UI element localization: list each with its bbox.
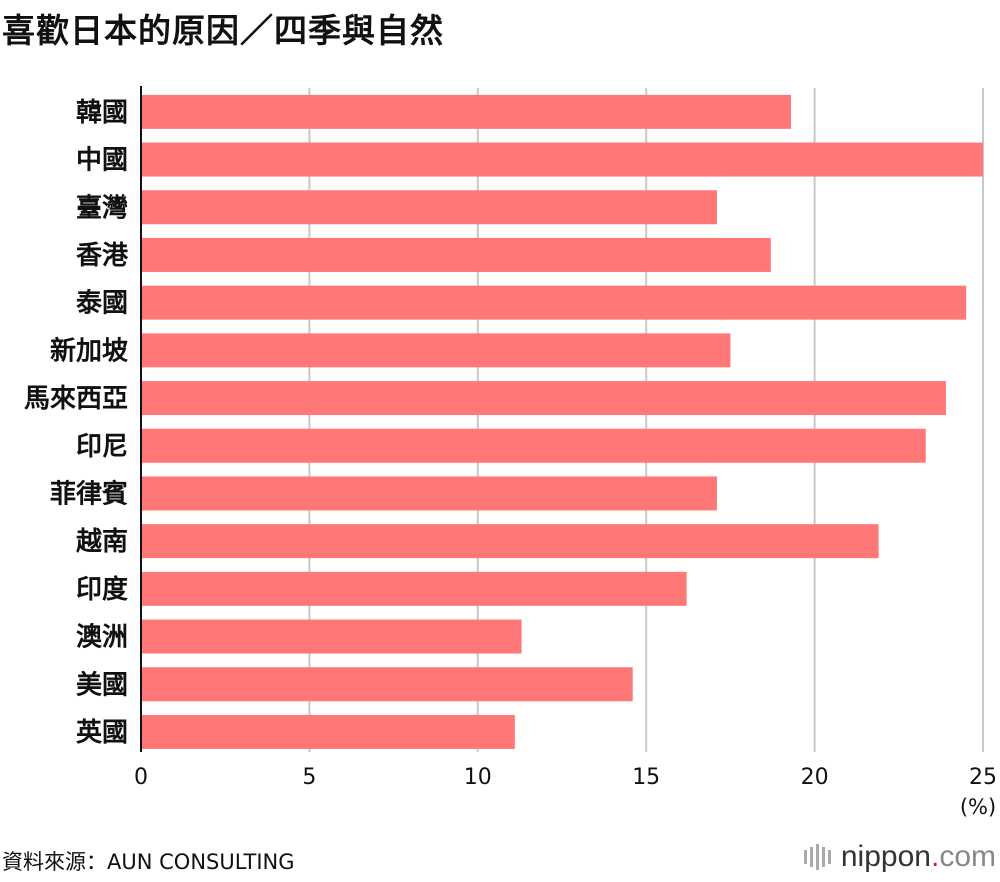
bar (141, 667, 633, 702)
category-label: 中國 (76, 146, 128, 176)
category-label: 越南 (76, 527, 128, 557)
x-tick-label: 5 (302, 765, 316, 790)
logo-dot: . (930, 840, 940, 873)
category-label: 香港 (76, 241, 129, 271)
bar (141, 142, 983, 177)
category-label: 澳洲 (76, 623, 128, 653)
x-tick-label: 15 (632, 765, 660, 790)
nippon-logo: nippon. com (803, 840, 996, 874)
bar (141, 428, 926, 463)
x-tick-label: 25 (969, 765, 997, 790)
bar (141, 524, 879, 559)
bar (141, 476, 717, 511)
category-label: 英國 (76, 718, 128, 748)
bar (141, 237, 771, 272)
category-label: 新加坡 (50, 335, 128, 366)
bar (141, 381, 946, 416)
category-label: 印度 (76, 574, 128, 605)
x-unit-label: (%) (960, 795, 996, 819)
bar (141, 190, 717, 225)
source-note: 資料來源：AUN CONSULTING (2, 850, 295, 874)
bar (141, 333, 731, 368)
category-label: 泰國 (76, 289, 128, 319)
bar (141, 714, 515, 749)
bar (141, 571, 687, 606)
logo-name: nippon (840, 840, 931, 873)
bar (141, 285, 967, 320)
x-tick-label: 0 (134, 765, 148, 790)
logo-suffix: com (939, 840, 996, 873)
chart-title: 喜歡日本的原因／四季與自然 (2, 11, 444, 50)
category-label: 菲律賓 (50, 478, 128, 509)
x-tick-label: 20 (801, 765, 829, 790)
category-label: 印尼 (76, 432, 128, 462)
category-label: 馬來西亞 (24, 384, 128, 414)
bar (141, 619, 522, 654)
category-label: 臺灣 (76, 193, 128, 223)
logo-bars-icon (803, 844, 831, 870)
category-label: 韓國 (76, 98, 128, 128)
bar (141, 94, 792, 129)
category-label: 美國 (76, 669, 128, 700)
x-tick-label: 10 (464, 765, 492, 790)
